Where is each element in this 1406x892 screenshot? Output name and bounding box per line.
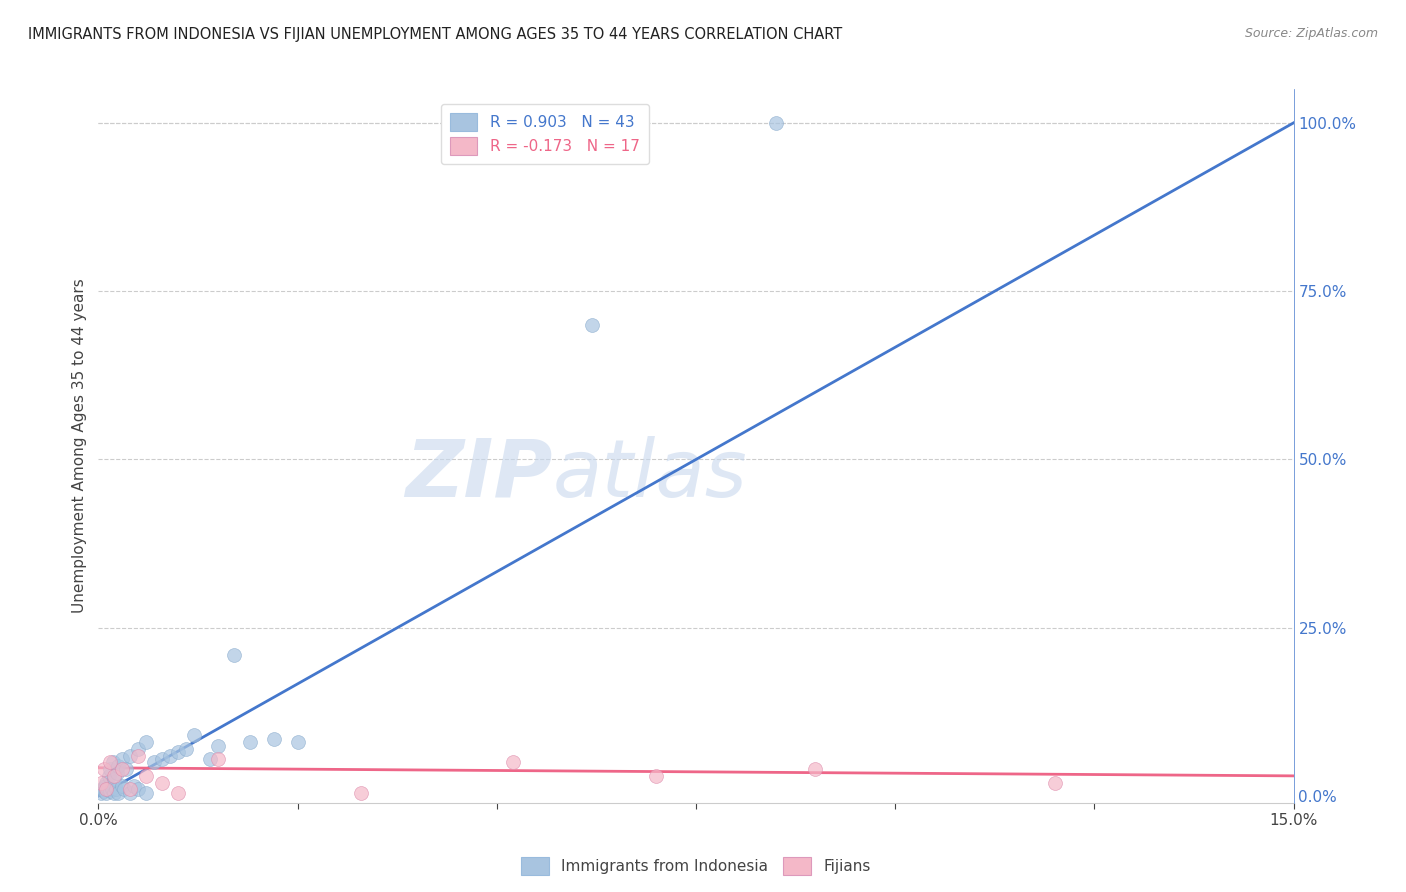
Point [115,762,138,776]
Point [103,772,125,787]
Text: Source: ZipAtlas.com: Source: ZipAtlas.com [1244,27,1378,40]
Point [127,748,149,763]
Point [645,769,668,783]
Point [765,116,787,130]
Point [350,786,373,800]
Point [207,739,229,753]
Point [150,752,173,766]
Text: IMMIGRANTS FROM INDONESIA VS FIJIAN UNEMPLOYMENT AMONG AGES 35 TO 44 YEARS CORRE: IMMIGRANTS FROM INDONESIA VS FIJIAN UNEM… [28,27,842,42]
Point [93,762,115,776]
Point [90,775,112,789]
Point [207,752,229,766]
Point [94,779,117,793]
Point [135,786,157,800]
Point [135,769,157,783]
Point [135,735,157,749]
Point [120,782,142,797]
Point [1043,775,1066,789]
Point [107,758,129,772]
Point [104,782,127,797]
Point [502,756,524,770]
Point [127,742,149,756]
Point [167,745,190,759]
Point [167,786,190,800]
Point [174,742,197,756]
Point [93,783,115,797]
Point [96,782,118,797]
Point [107,786,129,800]
Point [100,762,122,776]
Point [101,782,124,797]
Point [96,775,118,789]
Point [143,756,166,770]
Point [101,756,124,770]
Point [287,735,309,749]
Point [198,752,221,766]
Point [100,756,122,770]
Point [100,783,122,797]
Point [90,786,112,800]
Point [91,782,114,797]
Point [222,648,245,662]
Point [111,752,134,766]
Point [183,729,205,743]
Point [112,782,135,797]
Point [111,762,134,776]
Point [150,775,173,789]
Point [105,765,128,780]
Point [97,782,120,797]
Point [103,769,125,783]
Point [239,735,262,749]
Point [804,762,827,776]
Point [263,731,285,746]
Point [103,786,125,800]
Y-axis label: Unemployment Among Ages 35 to 44 years: Unemployment Among Ages 35 to 44 years [72,278,87,614]
Text: ZIP: ZIP [405,435,553,514]
Point [96,786,118,800]
Point [159,748,181,763]
Text: atlas: atlas [553,435,748,514]
Legend: Immigrants from Indonesia, Fijians: Immigrants from Indonesia, Fijians [516,851,876,880]
Point [120,786,142,800]
Point [120,748,142,763]
Point [581,318,603,332]
Point [111,779,134,793]
Point [124,779,146,793]
Point [97,769,120,783]
Point [127,782,149,797]
